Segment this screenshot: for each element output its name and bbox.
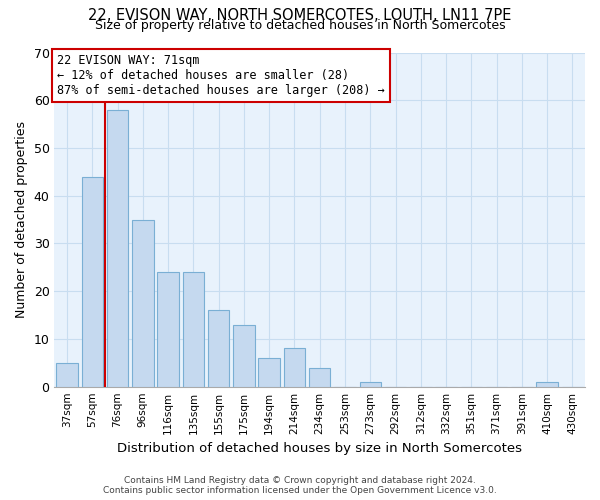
Bar bbox=[284, 348, 305, 387]
Bar bbox=[82, 176, 103, 386]
Text: Contains HM Land Registry data © Crown copyright and database right 2024.
Contai: Contains HM Land Registry data © Crown c… bbox=[103, 476, 497, 495]
Bar bbox=[309, 368, 331, 386]
Text: 22, EVISON WAY, NORTH SOMERCOTES, LOUTH, LN11 7PE: 22, EVISON WAY, NORTH SOMERCOTES, LOUTH,… bbox=[88, 8, 512, 22]
Bar bbox=[182, 272, 204, 386]
Bar bbox=[233, 324, 254, 386]
Bar bbox=[56, 363, 78, 386]
Bar bbox=[208, 310, 229, 386]
Bar bbox=[259, 358, 280, 386]
Text: 22 EVISON WAY: 71sqm
← 12% of detached houses are smaller (28)
87% of semi-detac: 22 EVISON WAY: 71sqm ← 12% of detached h… bbox=[57, 54, 385, 97]
Bar bbox=[359, 382, 381, 386]
Bar bbox=[157, 272, 179, 386]
Bar bbox=[536, 382, 558, 386]
Bar bbox=[132, 220, 154, 386]
Bar bbox=[107, 110, 128, 386]
Text: Size of property relative to detached houses in North Somercotes: Size of property relative to detached ho… bbox=[95, 19, 505, 32]
Y-axis label: Number of detached properties: Number of detached properties bbox=[15, 121, 28, 318]
X-axis label: Distribution of detached houses by size in North Somercotes: Distribution of detached houses by size … bbox=[117, 442, 522, 455]
